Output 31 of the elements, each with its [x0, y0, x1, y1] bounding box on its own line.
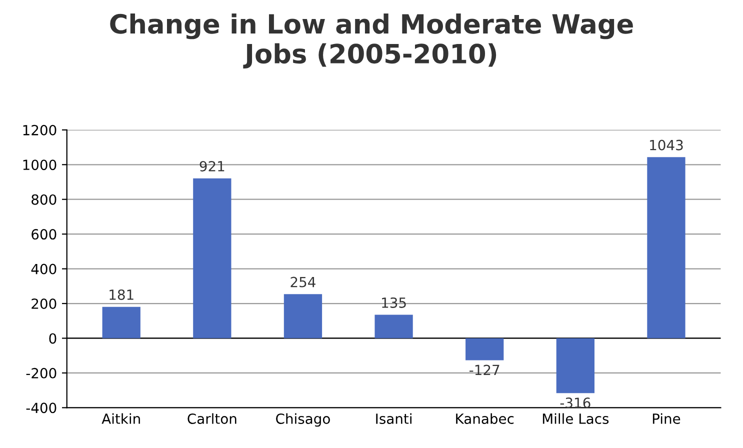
bar	[647, 157, 686, 338]
chart-title: Change in Low and Moderate Wage Jobs (2005-2010)	[110, 13, 633, 69]
x-tick-label: Mille Lacs	[542, 413, 609, 424]
data-label: 1043	[650, 140, 683, 150]
y-tick-label: 400	[31, 264, 56, 274]
y-tick-label: 1000	[23, 160, 56, 170]
y-tick-label: -200	[26, 368, 56, 378]
data-label: 135	[382, 297, 406, 308]
bar	[284, 294, 322, 338]
bar	[556, 338, 594, 394]
bar	[374, 314, 413, 338]
data-label: 254	[290, 276, 316, 288]
y-tick-label: -400	[26, 402, 56, 414]
y-tick-label: 1200	[23, 124, 56, 136]
x-tick-label: Pine	[652, 413, 680, 424]
y-tick-label: 800	[32, 194, 56, 205]
x-tick-label: Kanabec	[456, 413, 514, 424]
x-tick-label: Chisago	[276, 413, 330, 427]
bar	[102, 306, 140, 338]
data-label: 921	[200, 160, 224, 172]
x-tick-label: Isanti	[376, 413, 412, 424]
bar	[193, 178, 232, 338]
data-label: -127	[470, 364, 500, 376]
x-tick-label: Aitkin	[102, 413, 140, 424]
y-tick-label: 600	[32, 229, 56, 240]
data-label: 181	[110, 289, 134, 300]
y-tick-label: 0	[49, 333, 56, 344]
y-tick-label: 200	[32, 298, 56, 309]
bar	[466, 338, 504, 360]
data-label: -316	[560, 398, 590, 408]
x-tick-label: Carlton	[188, 413, 236, 424]
